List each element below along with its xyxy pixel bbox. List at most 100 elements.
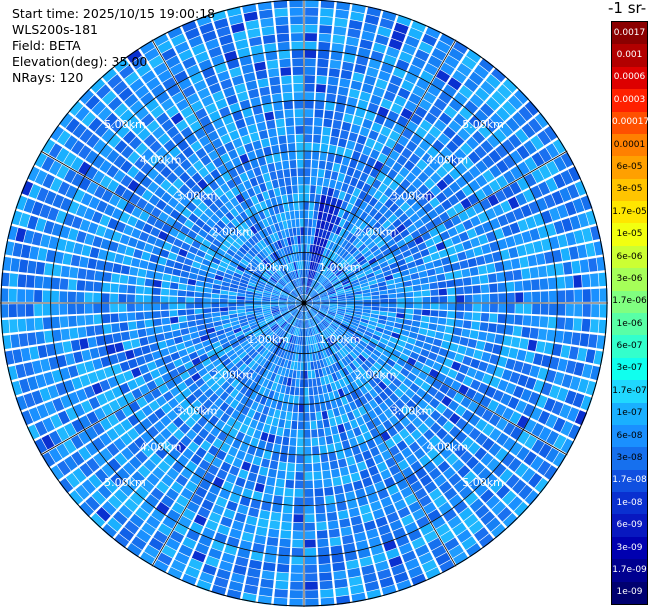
ray-bin [393,22,409,35]
ray-bin [272,312,281,317]
ray-bin [312,297,320,301]
ray-bin [396,440,408,452]
ray-bin [553,417,566,433]
ray-bin [473,294,481,303]
ray-bin [78,145,92,160]
ray-bin [343,482,354,493]
ray-bin [355,540,369,551]
ray-bin [269,425,278,435]
ray-bin [139,364,150,375]
ray-bin [322,127,331,136]
ray-bin [354,369,362,378]
ray-bin [541,210,553,224]
ray-bin [486,263,496,274]
azimuth-spoke [303,302,457,567]
ray-bin [119,234,130,245]
ray-bin [404,493,418,506]
ray-bin [51,290,60,302]
ray-bin [419,474,433,487]
ray-bin [352,480,364,491]
ray-bin [378,70,391,82]
ray-bin [101,303,110,313]
ray-bin [521,230,532,243]
ray-bin [451,459,465,472]
ray-bin [374,481,386,492]
ray-bin [327,337,334,346]
ray-bin [447,77,462,91]
ray-bin [246,313,255,318]
ray-bin [185,178,196,189]
ray-bin [162,355,173,365]
ray-bin [231,409,241,420]
ray-bin [229,313,238,319]
ray-bin [528,201,540,215]
ray-bin [565,360,577,374]
ray-bin [275,315,283,322]
ray-bin [361,564,375,576]
ray-bin [329,59,342,69]
ray-bin [484,118,498,133]
ray-bin [136,198,148,210]
ray-bin [375,252,384,261]
ray-bin [76,388,88,402]
range-ring-label: 5.00km [104,118,146,131]
ray-bin [253,166,262,177]
ray-bin [590,319,599,333]
ray-bin [346,255,354,264]
ray-bin [345,309,354,314]
ray-bin [299,261,303,270]
ray-bin [248,507,260,518]
ray-bin [327,347,334,356]
ray-bin [135,294,144,303]
ray-bin [156,501,170,515]
ray-bin [281,290,290,296]
ray-bin [141,113,155,127]
ray-bin [359,423,369,434]
ray-bin [489,313,498,323]
ray-bin [148,400,160,412]
ray-bin [204,388,214,398]
ray-bin [70,156,84,172]
ray-bin [276,427,284,437]
ray-bin [161,441,174,453]
ray-bin [393,234,403,243]
ray-bin [142,223,153,234]
ray-bin [514,128,529,144]
ray-bin [125,115,140,129]
range-ring-label: 1.00km [247,261,289,274]
ray-bin [318,203,325,212]
ray-bin [380,469,392,480]
ray-bin [184,236,194,245]
azimuth-spokes [0,0,608,607]
ray-bin [219,106,231,118]
ray-bin [456,295,465,303]
ray-bin [167,252,178,261]
range-ring-label: 5.00km [462,476,504,489]
ray-bin [310,292,318,298]
ray-bin [415,467,428,480]
ray-bin [505,281,515,292]
ray-bin [50,125,64,141]
ray-bin [454,243,465,253]
ray-bin [247,28,261,39]
ray-bin [287,303,296,306]
ray-bin [384,157,396,168]
ray-bin [354,305,363,309]
ray-bin [408,93,422,105]
ray-bin [305,328,308,337]
ray-bin [357,496,369,507]
ray-bin [114,140,128,154]
ray-bin [433,474,447,487]
ray-bin [161,288,170,296]
ray-bin [106,149,120,164]
ray-bin [511,336,521,348]
ray-bin [330,215,337,224]
ray-bin [284,420,292,429]
ray-bin [312,306,320,310]
ray-bin [581,318,591,332]
ray-bin [266,380,274,390]
ray-bin [320,295,329,299]
ray-bin [309,336,313,345]
ray-bin [327,374,334,383]
ray-bin [502,101,517,116]
